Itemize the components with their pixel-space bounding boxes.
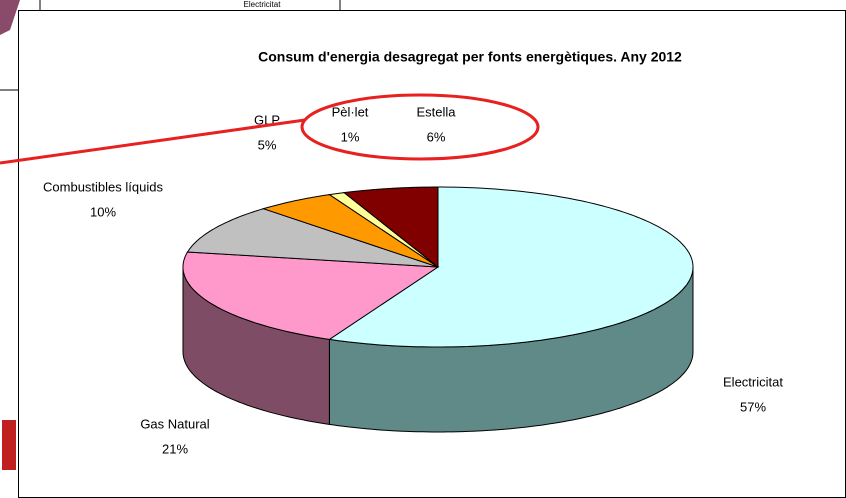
- slice-value-label: 21%: [162, 441, 188, 456]
- slice: [328, 186, 694, 348]
- slice-value-label: 5%: [258, 137, 277, 152]
- background-logo: [2, 420, 16, 470]
- annotation-line: [0, 118, 306, 165]
- slice: [182, 251, 440, 340]
- slice-value-label: 10%: [90, 204, 116, 219]
- slice-label: Combustibles líquids: [43, 179, 163, 194]
- chart-title: Consum d'energia desagregat per fonts en…: [258, 49, 682, 65]
- slice-value-label: 57%: [740, 399, 766, 414]
- slice-value-label: 6%: [427, 129, 446, 144]
- slice-label: Electricitat: [723, 374, 783, 389]
- annotation-ellipse: [300, 93, 540, 161]
- annotation: [0, 93, 540, 165]
- slice: [186, 208, 439, 268]
- slice-label: Pèl·let: [332, 104, 369, 119]
- slice: [342, 186, 439, 269]
- slice-value-label: 1%: [341, 129, 360, 144]
- slice-label: Gas Natural: [140, 416, 209, 431]
- slice: [261, 194, 439, 268]
- background-shape: [0, 0, 20, 35]
- chart: Consum d'energia desagregat per fonts en…: [43, 49, 783, 457]
- slice-label: Estella: [416, 104, 456, 119]
- background-label: Electricitat: [244, 0, 282, 9]
